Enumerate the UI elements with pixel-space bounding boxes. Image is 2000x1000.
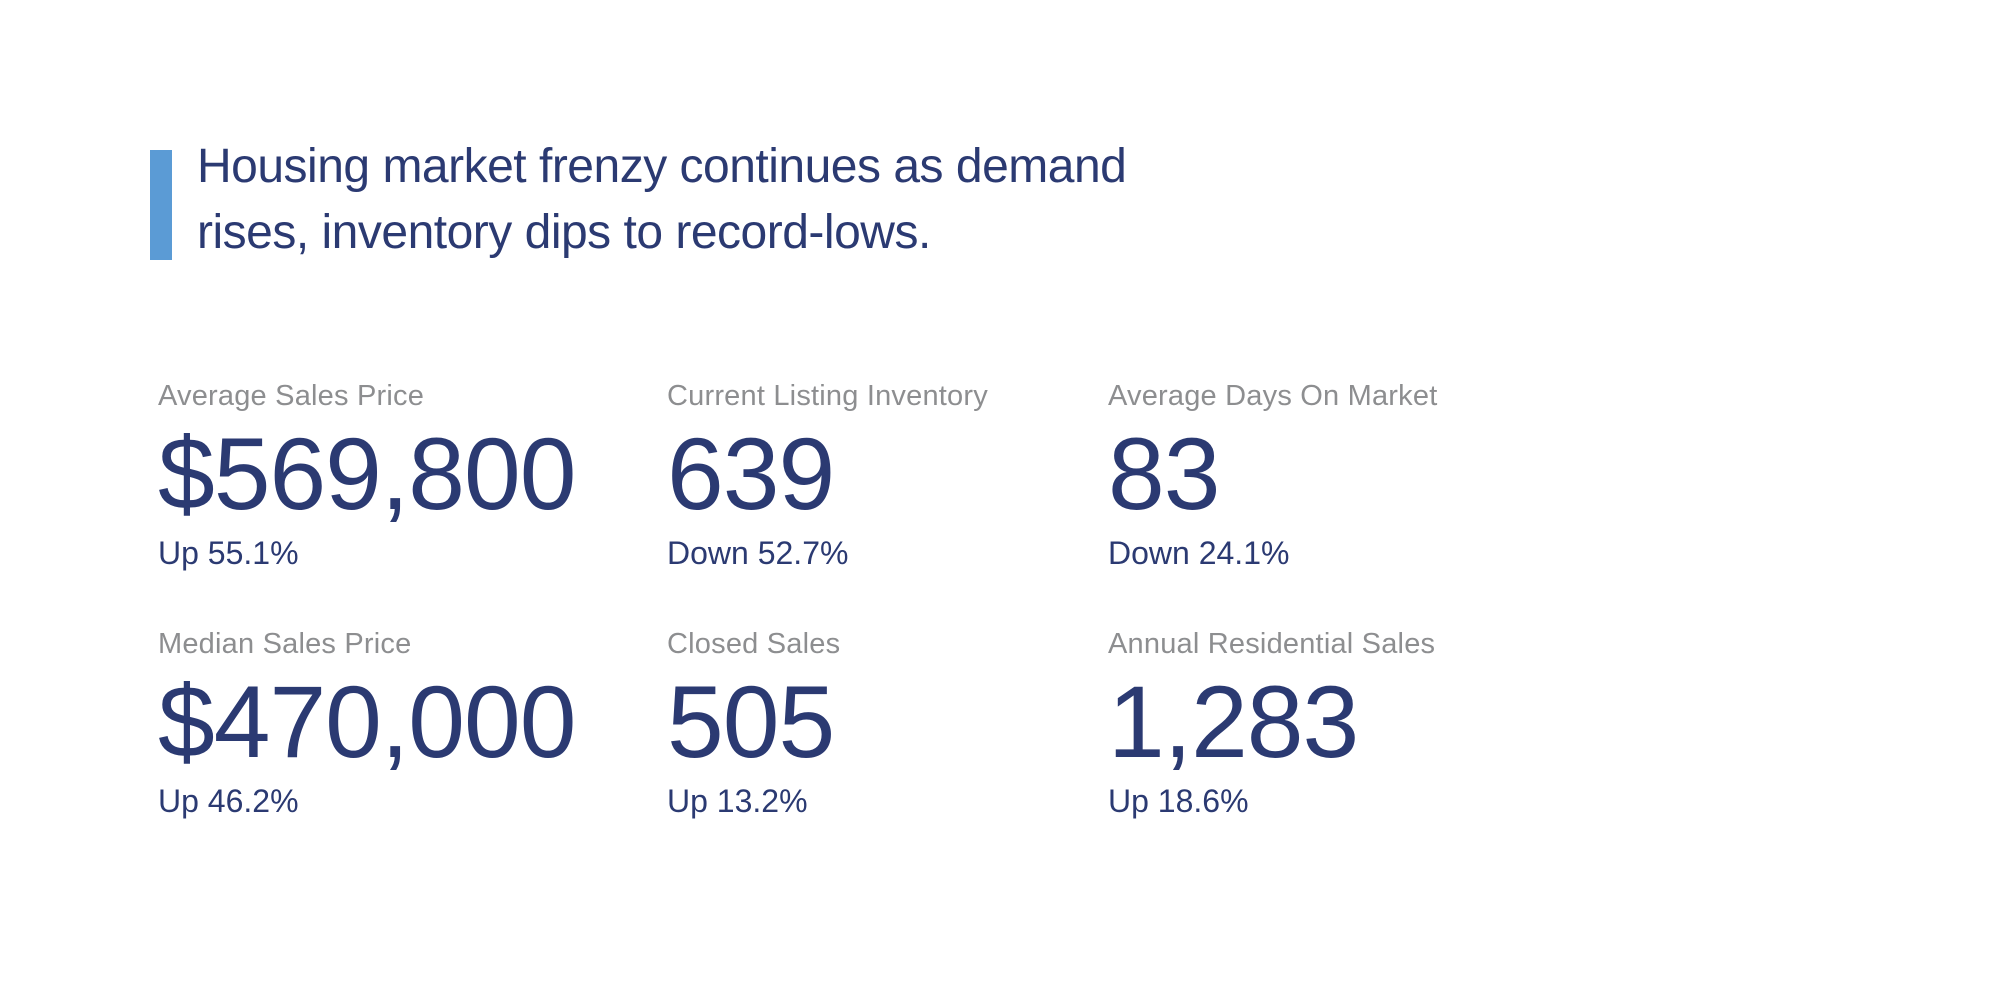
stat-card-average-days-on-market: Average Days On Market 83 Down 24.1% [1108,380,1568,571]
page-title: Housing market frenzy continues as deman… [197,134,1127,266]
stat-change: Down 52.7% [667,535,849,571]
headline-accent-bar [150,150,172,260]
stat-value: 639 [667,417,835,531]
page-title-line-2: rises, inventory dips to record-lows. [197,206,931,259]
stat-change: Up 55.1% [158,535,299,571]
stat-label: Closed Sales [667,628,841,660]
stat-label: Annual Residential Sales [1108,628,1436,660]
stat-value: 505 [667,665,835,779]
stats-grid: Average Sales Price $569,800 Up 55.1% Cu… [158,380,1568,819]
headline-block: Housing market frenzy continues as deman… [150,140,1127,266]
stat-label: Median Sales Price [158,628,412,660]
stat-card-closed-sales: Closed Sales 505 Up 13.2% [667,628,1108,819]
stat-card-annual-residential-sales: Annual Residential Sales 1,283 Up 18.6% [1108,628,1568,819]
stat-card-average-sales-price: Average Sales Price $569,800 Up 55.1% [158,380,667,571]
stat-label: Average Sales Price [158,380,425,412]
stat-card-median-sales-price: Median Sales Price $470,000 Up 46.2% [158,628,667,819]
stat-change: Up 18.6% [1108,783,1249,819]
stat-card-current-listing-inventory: Current Listing Inventory 639 Down 52.7% [667,380,1108,571]
stat-value: 83 [1108,417,1220,531]
stat-value: $569,800 [158,417,576,531]
stat-value: 1,283 [1108,665,1359,779]
stat-change: Down 24.1% [1108,535,1290,571]
stat-label: Average Days On Market [1108,380,1438,412]
stat-value: $470,000 [158,665,576,779]
stat-change: Up 13.2% [667,783,808,819]
page-title-line-1: Housing market frenzy continues as deman… [197,140,1127,193]
stat-change: Up 46.2% [158,783,299,819]
stat-label: Current Listing Inventory [667,380,988,412]
